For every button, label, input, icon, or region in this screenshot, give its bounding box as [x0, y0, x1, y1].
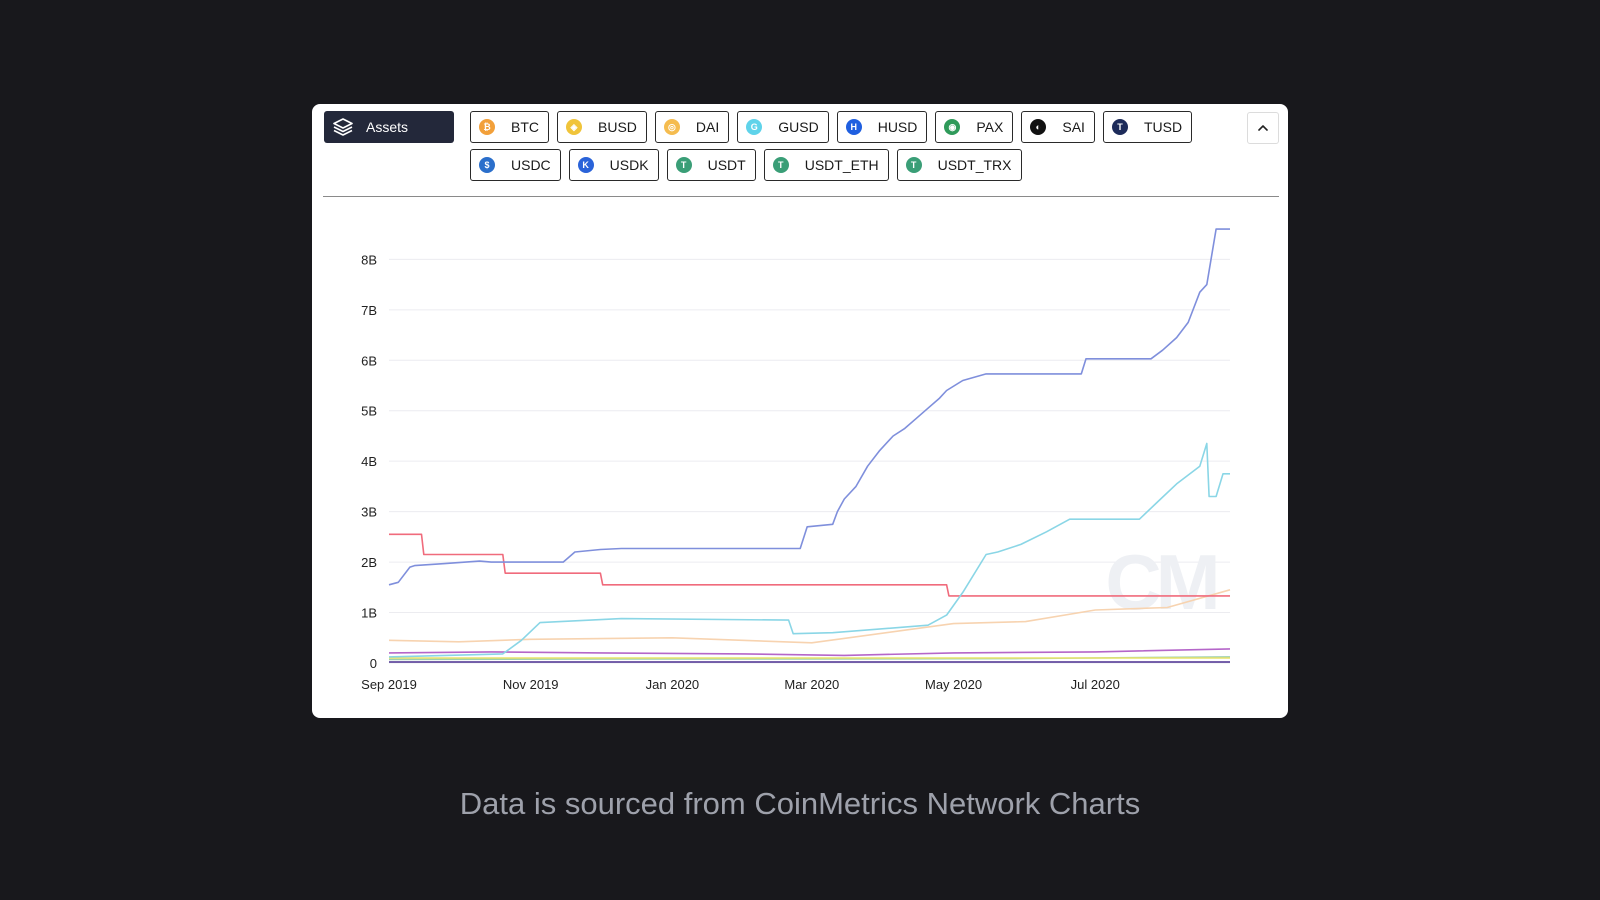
x-tick-label: Nov 2019 [503, 677, 559, 692]
tusd-coin-icon: T [1111, 119, 1128, 135]
dai-coin-icon: ◎ [663, 119, 680, 135]
y-tick-label: 3B [361, 505, 377, 520]
asset-chip-label: SAI [1062, 119, 1085, 135]
asset-chip-usdk[interactable]: K USDK [568, 149, 659, 181]
y-tick-label: 6B [361, 353, 377, 368]
asset-chip-label: DAI [695, 119, 720, 135]
x-tick-label: Jul 2020 [1071, 677, 1120, 692]
asset-chip-husd[interactable]: H HUSD [836, 111, 928, 143]
layers-icon [332, 116, 354, 138]
asset-chip-label: TUSD [1143, 119, 1183, 135]
watermark-text: CM [1105, 538, 1215, 626]
asset-chip-label: USDT_TRX [937, 157, 1012, 173]
series-line-1 [388, 442, 1230, 658]
series-line-3 [388, 589, 1231, 644]
assets-button-label: Assets [366, 119, 409, 135]
asset-chip-label: USDC [511, 157, 551, 173]
asset-chip-label: BUSD [598, 119, 637, 135]
asset-chip-tusd[interactable]: T TUSD [1102, 111, 1193, 143]
y-tick-label: 5B [361, 404, 377, 419]
asset-chip-sai[interactable]: ◐ SAI [1021, 111, 1095, 143]
asset-chip-usdt-eth[interactable]: T USDT_ETH [763, 149, 889, 181]
asset-chip-usdt-trx[interactable]: T USDT_TRX [896, 149, 1022, 181]
x-tick-label: Sep 2019 [361, 677, 417, 692]
collapse-button[interactable] [1247, 112, 1279, 144]
y-tick-label: 8B [361, 252, 377, 267]
toolbar-divider [323, 196, 1279, 197]
y-axis-ticks: 0 1B 2B 3B 4B 5B 6B 7B 8B [361, 252, 377, 671]
y-tick-label: 1B [361, 606, 377, 621]
asset-chip-label: USDT_ETH [804, 157, 879, 173]
pax-coin-icon: ◉ [944, 119, 961, 135]
asset-chip-label: USDK [609, 157, 649, 173]
chart-card: Assets ₿ BTC ◈ BUSD ◎ DAI G GUSD H HUSD ◉ PAX ◐ SAI T T… [312, 104, 1288, 718]
asset-chip-usdc[interactable]: $ USDC [470, 149, 561, 181]
husd-coin-icon: H [845, 119, 862, 135]
x-tick-label: May 2020 [925, 677, 982, 692]
asset-chip-row: $ USDC K USDK T USDT T USDT_ETH T USDT_TRX [470, 149, 1210, 181]
btc-coin-icon: ₿ [479, 119, 495, 135]
y-tick-label: 4B [361, 454, 377, 469]
asset-chip-label: HUSD [877, 119, 918, 135]
x-axis-ticks: Sep 2019 Nov 2019 Jan 2020 Mar 2020 May 2020… [361, 677, 1120, 692]
gusd-coin-icon: G [746, 119, 763, 135]
y-tick-label: 0 [370, 656, 377, 671]
stablecoin-supply-line-chart: CM 0 1B 2B 3B 4B 5B 6B 7B 8B Sep 2019 Nov 2019 Jan… [361, 228, 1231, 692]
x-tick-label: Mar 2020 [784, 677, 839, 692]
chart-series [388, 228, 1231, 663]
y-tick-label: 7B [361, 303, 377, 318]
asset-chip-label: GUSD [778, 119, 819, 135]
asset-chip-label: BTC [511, 119, 539, 135]
asset-chip-busd[interactable]: ◈ BUSD [557, 111, 647, 143]
coinmetrics-watermark: CM [1105, 538, 1221, 626]
asset-chip-label: PAX [976, 119, 1004, 135]
sai-coin-icon: ◐ [1030, 119, 1047, 135]
chevron-up-icon [1258, 125, 1268, 131]
usdt-eth-coin-icon: T [772, 157, 789, 173]
series-line-0 [388, 228, 1230, 586]
chart-grid [389, 258, 1230, 664]
asset-chip-list: ₿ BTC ◈ BUSD ◎ DAI G GUSD H HUSD ◉ PAX ◐ SAI T TUSD $ US… [470, 111, 1210, 187]
busd-coin-icon: ◈ [566, 119, 582, 135]
asset-chip-gusd[interactable]: G GUSD [737, 111, 829, 143]
usdc-coin-icon: $ [479, 157, 495, 173]
y-tick-label: 2B [361, 555, 377, 570]
assets-button[interactable]: Assets [324, 111, 454, 143]
series-line-4 [388, 648, 1231, 657]
x-tick-label: Jan 2020 [646, 677, 700, 692]
asset-chip-dai[interactable]: ◎ DAI [654, 111, 730, 143]
data-source-caption: Data is sourced from CoinMetrics Network… [459, 786, 1141, 821]
usdt-trx-coin-icon: T [905, 157, 922, 173]
asset-chip-usdt[interactable]: T USDT [666, 149, 756, 181]
series-line-2 [389, 533, 1230, 597]
usdk-coin-icon: K [577, 157, 594, 173]
usdt-coin-icon: T [675, 157, 692, 173]
asset-chip-label: USDT [707, 157, 746, 173]
asset-chip-pax[interactable]: ◉ PAX [935, 111, 1014, 143]
asset-chip-btc[interactable]: ₿ BTC [470, 111, 549, 143]
asset-chip-row: ₿ BTC ◈ BUSD ◎ DAI G GUSD H HUSD ◉ PAX ◐ SAI T TUSD [470, 111, 1210, 143]
